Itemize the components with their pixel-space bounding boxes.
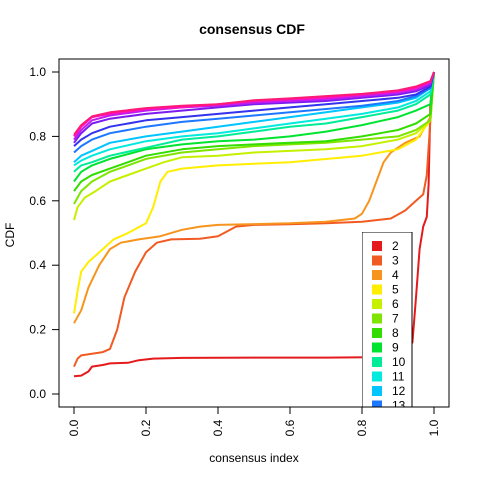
series-line-18 bbox=[73, 71, 435, 136]
legend-label-13: 13 bbox=[392, 399, 406, 413]
legend-label-5: 5 bbox=[392, 283, 399, 297]
y-tick-label: 1.0 bbox=[29, 65, 46, 79]
legend-label-4: 4 bbox=[392, 268, 399, 282]
x-tick-label: 0.2 bbox=[139, 419, 153, 436]
y-tick-label: 0.0 bbox=[29, 387, 46, 401]
series-line-13 bbox=[73, 71, 435, 154]
legend-swatch-10 bbox=[372, 357, 382, 367]
series-line-5 bbox=[73, 71, 435, 314]
legend-label-11: 11 bbox=[392, 370, 405, 384]
series-line-8 bbox=[73, 71, 435, 192]
series-line-3 bbox=[73, 71, 435, 368]
legend-swatch-6 bbox=[372, 299, 382, 309]
legend-box bbox=[362, 232, 413, 407]
chart-title: consensus CDF bbox=[199, 21, 305, 37]
legend-swatch-11 bbox=[372, 371, 382, 382]
series-line-16 bbox=[73, 71, 435, 141]
legend-label-8: 8 bbox=[392, 326, 399, 340]
legend-label-9: 9 bbox=[392, 341, 399, 355]
x-tick-label: 1.0 bbox=[427, 419, 441, 436]
legend-swatch-2 bbox=[372, 241, 382, 251]
y-axis-label: CDF bbox=[3, 223, 17, 248]
legend-swatch-8 bbox=[372, 328, 382, 338]
series-line-12 bbox=[73, 71, 435, 163]
series-line-2 bbox=[73, 71, 435, 378]
legend-swatch-4 bbox=[372, 270, 382, 280]
series-line-7 bbox=[73, 71, 435, 205]
y-tick-label: 0.4 bbox=[29, 258, 46, 272]
x-tick-label: 0.4 bbox=[211, 419, 225, 436]
series-line-15 bbox=[73, 71, 435, 144]
series-line-11 bbox=[73, 71, 435, 167]
series-layer bbox=[73, 71, 435, 378]
series-line-14 bbox=[73, 71, 435, 147]
x-tick-label: 0.8 bbox=[355, 419, 369, 436]
y-tick-label: 0.8 bbox=[29, 129, 46, 143]
series-line-10 bbox=[73, 71, 435, 173]
x-tick-label: 0.6 bbox=[283, 419, 297, 436]
legend-label-12: 12 bbox=[392, 384, 406, 398]
plot-frame bbox=[58, 58, 450, 408]
legend-swatch-3 bbox=[372, 255, 382, 266]
legend-label-3: 3 bbox=[392, 254, 399, 268]
legend-label-7: 7 bbox=[392, 312, 399, 326]
y-tick-label: 0.2 bbox=[29, 323, 46, 337]
legend-label-10: 10 bbox=[392, 355, 406, 369]
legend-swatch-5 bbox=[372, 284, 382, 295]
legend-swatch-12 bbox=[372, 386, 382, 396]
series-line-9 bbox=[73, 71, 435, 183]
legend-swatch-9 bbox=[372, 342, 382, 353]
legend-label-6: 6 bbox=[392, 297, 399, 311]
legend-swatch-13 bbox=[372, 400, 382, 407]
x-axis-label: consensus index bbox=[209, 451, 298, 465]
legend-label-2: 2 bbox=[392, 239, 399, 253]
series-line-6 bbox=[73, 71, 435, 221]
x-tick-label: 0.0 bbox=[67, 419, 81, 436]
y-tick-label: 0.6 bbox=[29, 194, 46, 208]
legend-swatch-7 bbox=[372, 313, 382, 324]
